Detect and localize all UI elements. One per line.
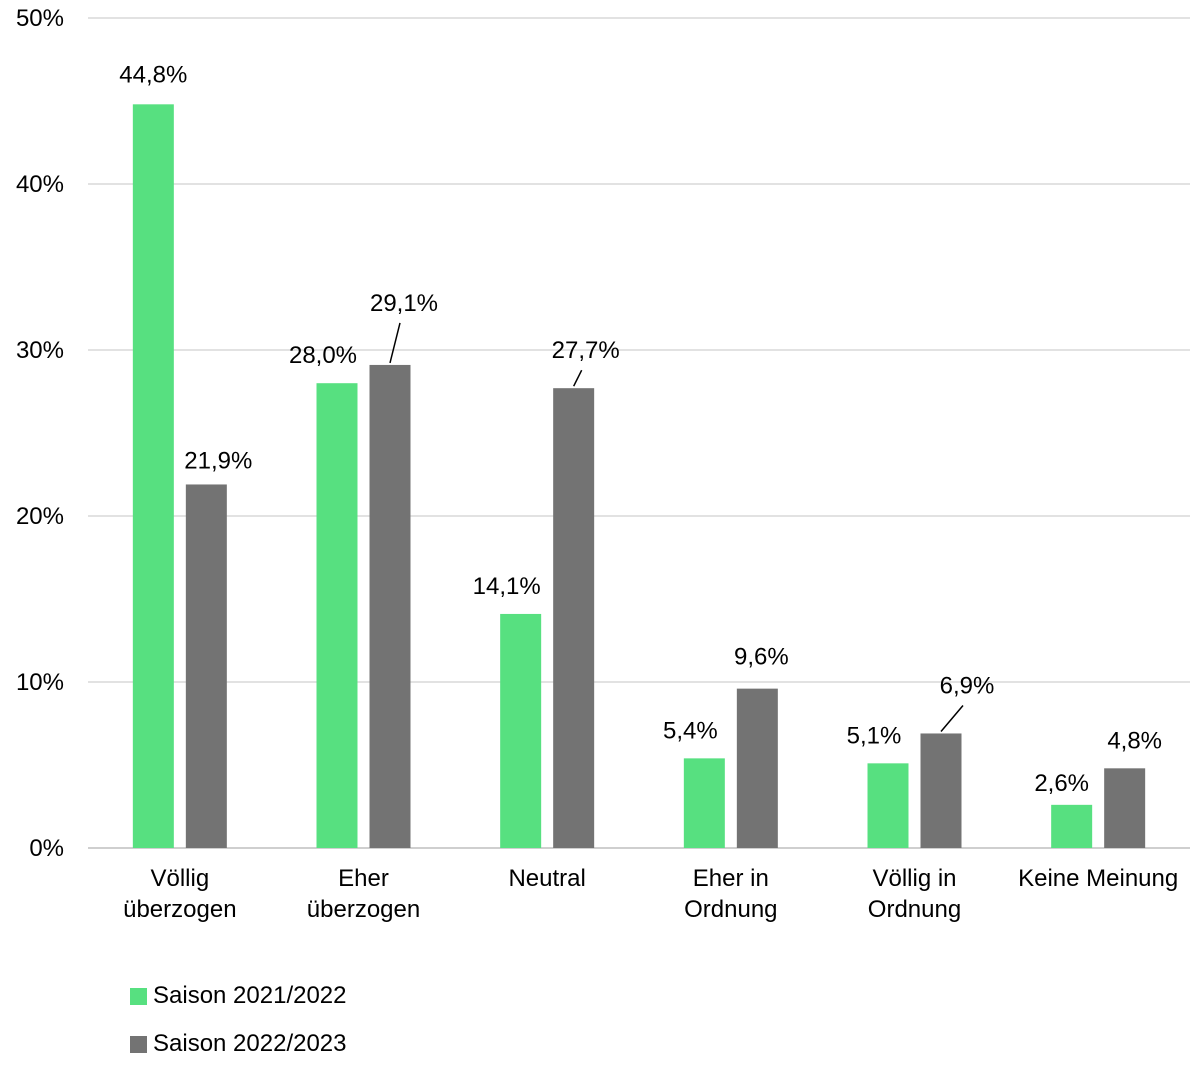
x-category-label: Eher in [693, 865, 769, 892]
legend-label-series-2: Saison 2022/2023 [153, 1030, 347, 1057]
legend-swatch-series-1 [130, 987, 147, 1005]
x-category-label: Völlig in [872, 865, 956, 892]
legend-item-series-1: Saison 2021/2022 [130, 978, 347, 1014]
data-label: 28,0% [289, 342, 357, 369]
data-label: 21,9% [184, 447, 252, 474]
data-label: 6,9% [940, 672, 995, 699]
data-label: 5,1% [847, 722, 902, 749]
bar-series-2 [920, 733, 962, 848]
y-tick-label: 10% [16, 669, 64, 696]
y-tick-label: 50% [16, 5, 64, 32]
bar-series-1 [500, 613, 542, 848]
bar-series-2 [185, 484, 227, 848]
bar-chart: 0% 10% 20% 30% 40% 50% 44,8% 21,9% Völlig überzog… [16, 5, 1190, 923]
data-label: 29,1% [370, 290, 438, 317]
data-label: 27,7% [552, 337, 620, 364]
y-tick-label: 20% [16, 503, 64, 530]
y-tick-label: 40% [16, 171, 64, 198]
x-category-label: überzogen [307, 896, 420, 923]
data-label-leader-line [940, 704, 964, 732]
legend-label-series-1: Saison 2021/2022 [153, 982, 347, 1009]
x-category-label: überzogen [123, 896, 236, 923]
data-label: 14,1% [473, 573, 541, 600]
data-label: 9,6% [734, 644, 789, 671]
x-category-label: Neutral [508, 865, 585, 892]
data-label: 2,6% [1034, 770, 1089, 797]
bar-series-1 [132, 104, 174, 848]
x-category-label: Ordnung [868, 896, 961, 923]
bar-series-2 [736, 688, 778, 848]
x-category-label: Eher [338, 865, 389, 892]
bar-series-1 [316, 383, 358, 848]
bar-series-2 [369, 364, 411, 848]
bar-series-2 [1104, 768, 1146, 848]
x-category-label: Völlig [150, 865, 209, 892]
bar-series-1 [1051, 804, 1093, 848]
data-label-leader-line [389, 322, 401, 364]
y-tick-label: 30% [16, 337, 64, 364]
legend-item-series-2: Saison 2022/2023 [130, 1026, 347, 1062]
bar-series-1 [683, 758, 725, 848]
bar-series-1 [867, 763, 909, 848]
y-tick-label: 0% [29, 835, 64, 862]
legend-swatch-series-2 [130, 1035, 147, 1053]
data-label: 4,8% [1107, 727, 1162, 754]
bar-series-2 [553, 388, 595, 848]
x-category-label: Ordnung [684, 896, 777, 923]
data-label: 5,4% [663, 717, 718, 744]
x-category-label: Keine Meinung [1018, 865, 1178, 892]
data-label: 44,8% [119, 61, 187, 88]
data-label-leader-line [572, 369, 583, 387]
legend: Saison 2021/2022 Saison 2022/2023 [130, 978, 347, 1074]
